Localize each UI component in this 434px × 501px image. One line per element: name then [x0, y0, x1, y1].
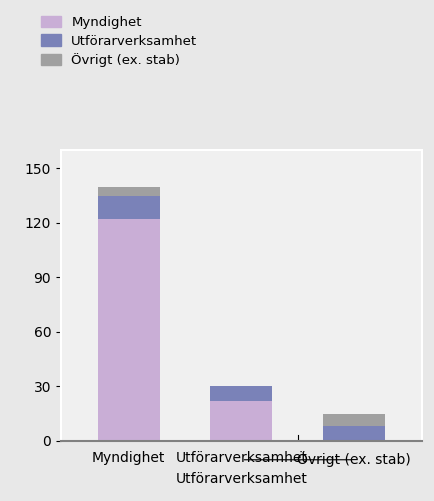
X-axis label: Utförarverksamhet: Utförarverksamhet — [175, 472, 307, 486]
Bar — [322, 426, 385, 441]
Bar — [322, 414, 385, 426]
Legend: Myndighet, Utförarverksamhet, Övrigt (ex. stab): Myndighet, Utförarverksamhet, Övrigt (ex… — [37, 12, 201, 71]
Bar — [97, 219, 159, 441]
Bar — [97, 187, 159, 196]
Bar — [210, 386, 272, 401]
Bar — [97, 196, 159, 219]
Bar — [210, 401, 272, 441]
